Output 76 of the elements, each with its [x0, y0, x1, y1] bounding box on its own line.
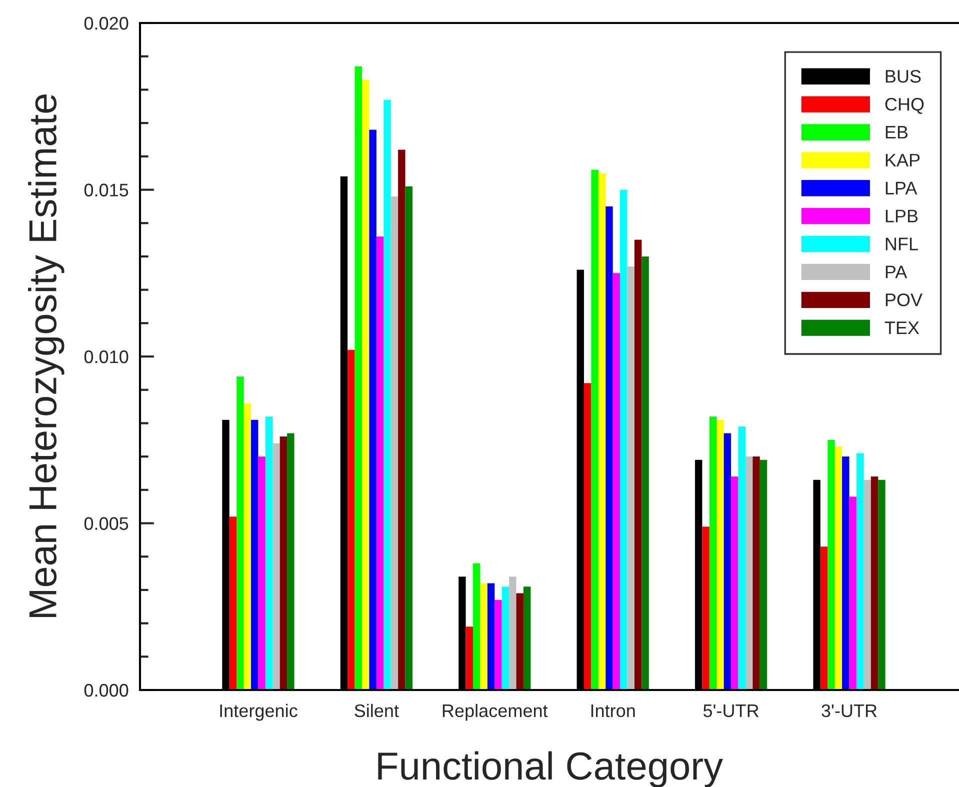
legend-label: BUS — [886, 70, 921, 83]
bar — [502, 586, 510, 690]
bar — [287, 433, 294, 690]
bar — [584, 383, 592, 690]
bar — [280, 436, 288, 690]
bar — [258, 456, 266, 690]
bar — [834, 446, 842, 690]
bar — [229, 516, 237, 690]
bar — [724, 433, 732, 690]
bar — [362, 80, 370, 690]
bar — [348, 350, 355, 690]
bar — [509, 576, 516, 690]
bar — [236, 376, 244, 690]
legend-label: NFL — [886, 238, 918, 250]
bar — [849, 496, 856, 690]
x-tick-label: Replacement — [442, 704, 548, 721]
bar — [598, 173, 606, 690]
bar — [702, 526, 710, 690]
bar — [390, 196, 398, 690]
legend-label: LPA — [886, 182, 918, 194]
bar — [494, 600, 502, 690]
x-tick-label: Intergenic — [220, 704, 298, 721]
bar — [591, 170, 598, 690]
legend-label: KAP — [886, 154, 920, 166]
legend-label: EB — [886, 126, 908, 138]
legend-label: POV — [886, 293, 922, 306]
legend-label: LPB — [886, 210, 918, 222]
y-tick-label: 0.015 — [84, 184, 128, 196]
bar — [606, 206, 613, 690]
bar — [472, 563, 480, 690]
bar — [405, 186, 412, 690]
bar — [709, 416, 717, 690]
legend-label: CHQ — [885, 98, 924, 114]
bar — [480, 583, 488, 690]
y-tick-label: 0.010 — [84, 350, 128, 364]
y-tick-label: 0.000 — [84, 684, 128, 697]
y-tick-label: 0.005 — [84, 517, 128, 530]
bar — [250, 420, 258, 690]
bar — [369, 130, 376, 690]
bar — [828, 440, 835, 690]
bar — [842, 456, 850, 690]
bar — [864, 480, 871, 690]
y-tick-label: 0.020 — [84, 16, 128, 30]
bar — [745, 456, 753, 690]
legend-label: TEX — [884, 322, 920, 334]
bar — [523, 586, 531, 690]
bar — [634, 240, 642, 690]
bar — [878, 480, 886, 690]
x-tick-label: 3'-UTR — [822, 704, 877, 718]
x-tick-label: 5'-UTR — [703, 704, 759, 718]
bar — [244, 403, 251, 690]
bar — [716, 420, 724, 690]
bar — [870, 476, 878, 690]
x-tick-label: Silent — [354, 704, 399, 718]
bar — [856, 453, 864, 690]
bar — [354, 66, 362, 690]
bar — [376, 236, 384, 690]
bar — [466, 626, 473, 690]
bar — [516, 593, 524, 690]
bar — [752, 456, 760, 690]
bar — [642, 256, 649, 690]
legend-label: PA — [886, 266, 908, 278]
bar — [731, 476, 738, 690]
bar — [612, 273, 620, 690]
bar — [738, 426, 746, 690]
bar — [620, 190, 628, 690]
bar — [820, 546, 828, 690]
bar — [760, 460, 768, 690]
bar — [627, 266, 634, 690]
bar — [398, 150, 406, 690]
bar — [487, 583, 495, 690]
y-axis-title: Mean Heterozygosity Estimate — [28, 94, 64, 617]
bar — [265, 416, 273, 690]
x-tick-label: Intron — [591, 704, 635, 718]
bar — [272, 443, 280, 690]
bar — [384, 100, 391, 690]
